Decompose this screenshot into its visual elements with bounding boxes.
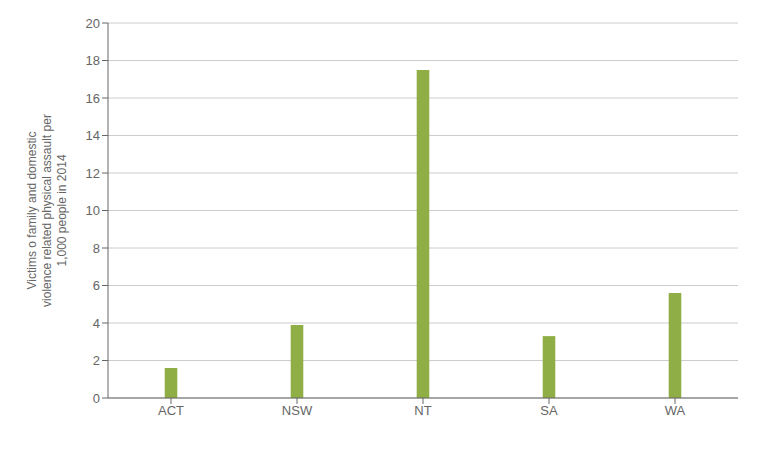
svg-text:NT: NT [414,403,431,418]
svg-text:1,000 people in 2014: 1,000 people in 2014 [55,154,69,266]
svg-text:20: 20 [86,16,100,31]
svg-text:2: 2 [93,353,100,368]
svg-text:ACT: ACT [158,403,184,418]
svg-text:18: 18 [86,53,100,68]
svg-text:4: 4 [93,316,100,331]
svg-text:0: 0 [93,391,100,406]
svg-text:12: 12 [86,166,100,181]
svg-text:Victims o family and domestic: Victims o family and domestic [25,132,39,290]
svg-text:8: 8 [93,241,100,256]
svg-text:violence related physical assa: violence related physical assault per [40,114,54,307]
svg-text:NSW: NSW [282,403,313,418]
svg-text:6: 6 [93,278,100,293]
svg-text:10: 10 [86,203,100,218]
svg-text:14: 14 [86,128,100,143]
svg-text:16: 16 [86,91,100,106]
svg-text:WA: WA [665,403,686,418]
svg-text:SA: SA [540,403,558,418]
